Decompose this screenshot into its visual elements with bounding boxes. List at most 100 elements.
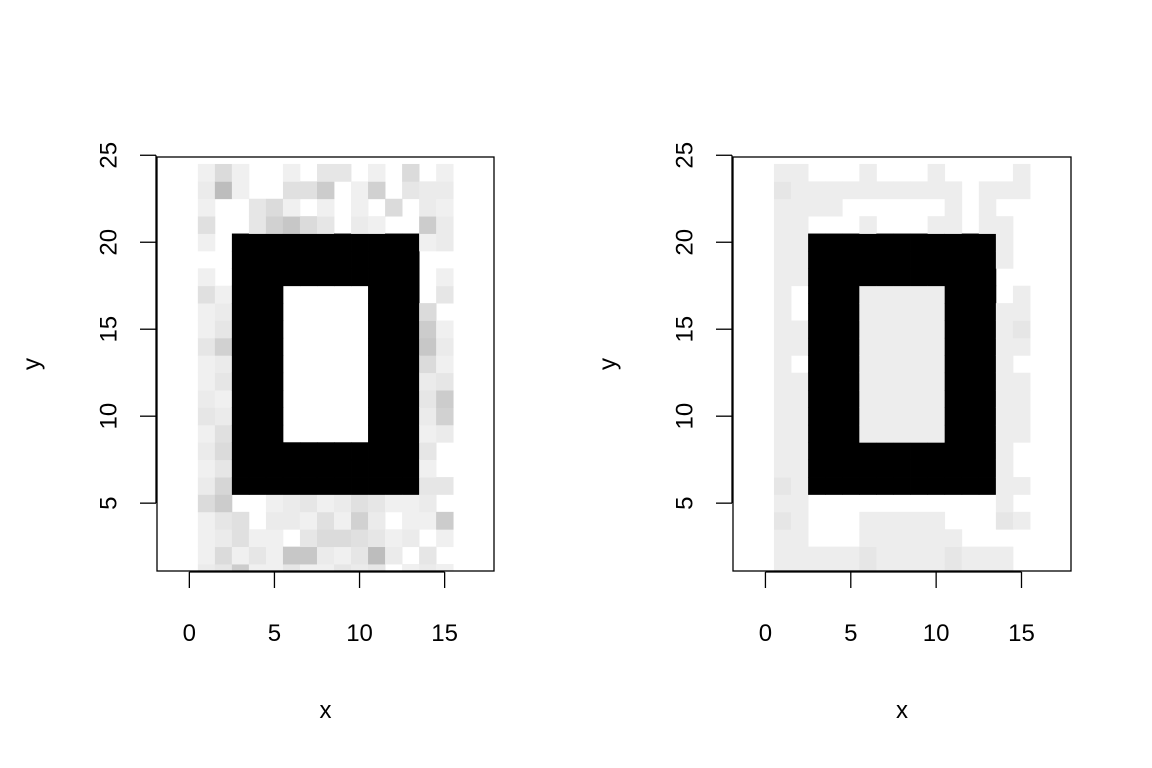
heatmap-cell xyxy=(791,181,809,200)
heatmap-cell xyxy=(402,181,420,200)
heatmap-cell xyxy=(978,564,997,571)
heatmap-cell xyxy=(197,511,216,530)
x-tick-label: 5 xyxy=(268,620,281,647)
heatmap-cell xyxy=(791,424,809,443)
heatmap-cell xyxy=(876,181,894,200)
heatmap-cell xyxy=(402,250,420,269)
heatmap-cell xyxy=(910,529,929,548)
heatmap-cell xyxy=(265,337,284,356)
heatmap-cell xyxy=(368,459,386,478)
heatmap-cell xyxy=(368,390,386,408)
heatmap-cell xyxy=(436,337,454,356)
heatmap-cell xyxy=(385,459,403,478)
heatmap-cell xyxy=(351,564,369,571)
heatmap-cell xyxy=(842,268,860,287)
heatmap-cell xyxy=(927,285,946,304)
heatmap-cell xyxy=(773,424,792,443)
heatmap-cell xyxy=(978,459,997,478)
heatmap-cell xyxy=(910,250,929,269)
heatmap-cell xyxy=(402,268,420,287)
heatmap-cell xyxy=(893,424,911,443)
heatmap-cell xyxy=(316,494,335,513)
left-x-axis-label: x xyxy=(320,697,332,724)
heatmap-cell xyxy=(1012,477,1031,495)
heatmap-cell xyxy=(859,163,877,182)
heatmap-cell xyxy=(368,442,386,461)
heatmap-cell xyxy=(791,459,809,478)
heatmap-cell xyxy=(876,511,894,530)
heatmap-cell xyxy=(876,529,894,548)
heatmap-cell xyxy=(995,564,1014,571)
heatmap-cell xyxy=(419,390,437,408)
heatmap-cell xyxy=(825,250,843,269)
heatmap-cell xyxy=(248,564,267,571)
heatmap-cell xyxy=(1012,163,1031,182)
heatmap-cell xyxy=(944,181,963,200)
heatmap-cell xyxy=(248,268,267,287)
right-heatmap-cells xyxy=(773,163,1031,571)
heatmap-cell xyxy=(299,459,318,478)
heatmap-cell xyxy=(773,372,792,391)
heatmap-cell xyxy=(1012,285,1031,304)
heatmap-cell xyxy=(927,303,946,321)
heatmap-cell xyxy=(859,372,877,391)
heatmap-cell xyxy=(944,424,963,443)
y-tick-label: 20 xyxy=(95,229,122,256)
heatmap-cell xyxy=(876,564,894,571)
heatmap-cell xyxy=(231,337,250,356)
heatmap-cell xyxy=(791,564,809,571)
heatmap-cell xyxy=(773,198,792,217)
heatmap-cell xyxy=(334,511,352,530)
heatmap-cell xyxy=(214,529,233,548)
heatmap-cell xyxy=(402,285,420,304)
heatmap-cell xyxy=(351,546,369,565)
heatmap-cell xyxy=(351,529,369,548)
heatmap-cell xyxy=(419,355,437,374)
heatmap-cell xyxy=(825,268,843,287)
heatmap-cell xyxy=(859,511,877,530)
heatmap-cell xyxy=(961,233,980,252)
heatmap-cell xyxy=(231,407,250,426)
heatmap-cell xyxy=(197,407,216,426)
heatmap-cell xyxy=(791,546,809,565)
heatmap-cell xyxy=(248,320,267,339)
heatmap-cell xyxy=(265,250,284,269)
heatmap-cell xyxy=(402,320,420,339)
heatmap-cell xyxy=(368,529,386,548)
heatmap-cell xyxy=(282,181,301,200)
heatmap-cell xyxy=(351,198,369,217)
heatmap-cell xyxy=(334,163,352,182)
heatmap-cell xyxy=(436,477,454,495)
heatmap-cell xyxy=(995,546,1014,565)
heatmap-cell xyxy=(419,459,437,478)
heatmap-cell xyxy=(808,442,826,461)
heatmap-cell xyxy=(385,198,403,217)
heatmap-cell xyxy=(436,511,454,530)
heatmap-cell xyxy=(436,285,454,304)
heatmap-cell xyxy=(961,337,980,356)
heatmap-cell xyxy=(808,407,826,426)
heatmap-cell xyxy=(214,285,233,304)
heatmap-cell xyxy=(910,268,929,287)
heatmap-cell xyxy=(859,250,877,269)
heatmap-cell xyxy=(265,372,284,391)
heatmap-cell xyxy=(436,198,454,217)
heatmap-cell xyxy=(436,233,454,252)
heatmap-cell xyxy=(773,529,792,548)
heatmap-cell xyxy=(402,442,420,461)
heatmap-cell xyxy=(436,424,454,443)
heatmap-cell xyxy=(773,355,792,374)
heatmap-cell xyxy=(876,337,894,356)
heatmap-cell xyxy=(927,372,946,391)
heatmap-cell xyxy=(995,494,1014,513)
heatmap-cell xyxy=(419,372,437,391)
heatmap-cell xyxy=(265,407,284,426)
heatmap-cell xyxy=(316,511,335,530)
heatmap-cell xyxy=(385,285,403,304)
heatmap-cell xyxy=(282,459,301,478)
heatmap-cell xyxy=(808,564,826,571)
heatmap-cell xyxy=(248,285,267,304)
heatmap-cell xyxy=(265,459,284,478)
heatmap-cell xyxy=(808,390,826,408)
heatmap-cell xyxy=(334,459,352,478)
